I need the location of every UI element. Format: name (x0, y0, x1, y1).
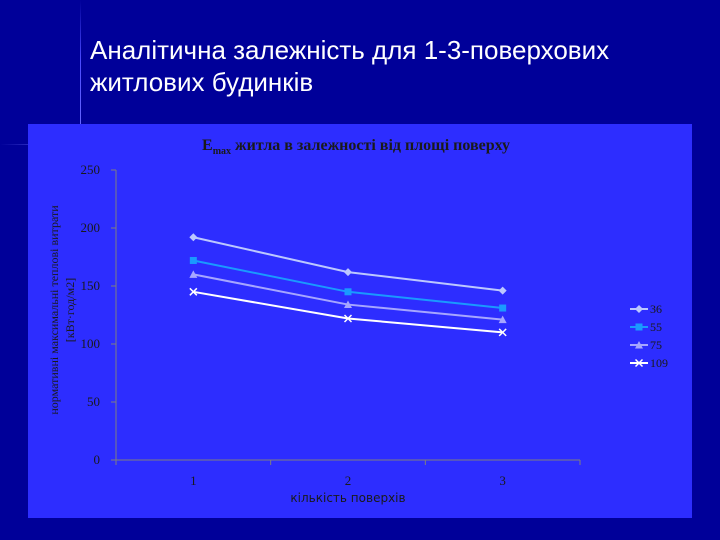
y-tick-label: 100 (81, 336, 101, 351)
axes: 0 50 100 150 200 250 1 2 3 (81, 162, 581, 488)
legend-item: 36 (630, 302, 662, 316)
decorative-vertical-line (80, 0, 81, 150)
chart-title-subscript: max (213, 146, 231, 157)
legend-label: 36 (650, 302, 662, 316)
slide-title: Аналітична залежність для 1-3-поверхових… (90, 34, 690, 98)
y-tick-label: 200 (81, 220, 101, 235)
x-axis-label: кількість поверхів (290, 491, 405, 505)
legend-marker (635, 323, 643, 331)
data-point (498, 328, 507, 337)
y-tick-label: 250 (81, 162, 101, 177)
legend-item: 75 (630, 338, 662, 352)
legend-label: 55 (650, 320, 662, 334)
y-axis-label: нормативні максимальні теплові витрати [… (47, 205, 77, 415)
legend-marker (635, 305, 643, 313)
slide-title-line-2: житлових будинків (90, 67, 314, 97)
chart-panel (28, 124, 692, 518)
legend-item: 109 (630, 356, 668, 370)
x-tick-label: 3 (499, 473, 506, 488)
y-tick-label: 50 (87, 394, 100, 409)
legend-marker (635, 341, 643, 349)
series-55 (189, 256, 507, 312)
x-tick-label: 2 (345, 473, 352, 488)
data-point (343, 314, 353, 323)
data-point (189, 233, 198, 242)
series-group (189, 233, 507, 337)
data-point (344, 268, 352, 277)
chart-title-prefix: E (202, 137, 213, 154)
data-point (189, 256, 197, 264)
y-axis-label-line-1: нормативні максимальні теплові витрати (47, 205, 61, 415)
series-75 (189, 270, 507, 324)
legend-label: 75 (650, 338, 662, 352)
series-line (193, 290, 503, 334)
series-line (193, 273, 503, 321)
legend-marker (634, 358, 644, 368)
data-point (189, 270, 198, 278)
data-point (498, 286, 507, 295)
x-tick-label: 1 (190, 473, 197, 488)
data-point (498, 315, 507, 324)
legend-label: 109 (650, 356, 668, 370)
legend: 36 55 75 109 (630, 302, 668, 370)
data-point (344, 300, 352, 309)
chart-title: Emax житла в залежності від площі поверх… (202, 137, 510, 157)
y-axis-label-line-2: [кВт·год/м2] (63, 278, 77, 342)
y-tick-label: 150 (81, 278, 101, 293)
data-point (499, 304, 507, 312)
slide-title-line-1: Аналітична залежність для 1-3-поверхових (90, 35, 610, 65)
data-point (189, 287, 198, 296)
legend-item: 55 (630, 320, 662, 334)
chart-title-rest: житла в залежності від площі поверху (231, 137, 510, 154)
series-109 (189, 287, 507, 337)
data-point (344, 288, 352, 296)
y-tick-label: 0 (94, 452, 101, 467)
series-36 (189, 233, 507, 295)
